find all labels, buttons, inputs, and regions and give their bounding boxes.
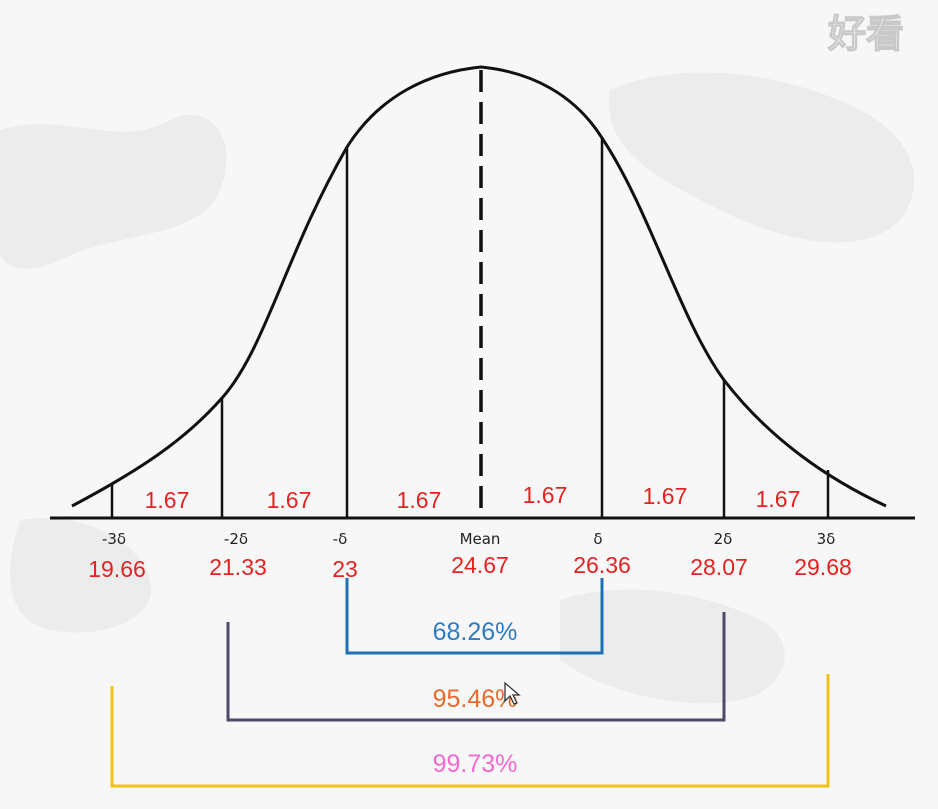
- interval-label-1: 1.67: [145, 487, 190, 513]
- sigma-label-plus-3: 3δ: [817, 530, 836, 548]
- mean-label: Mean: [460, 530, 501, 548]
- percent-95: 95.46%: [433, 685, 518, 713]
- interval-label-2: 1.67: [267, 487, 312, 513]
- sigma-label-plus-1: δ: [593, 530, 602, 548]
- value-plus-3-sigma: 29.68: [794, 554, 852, 580]
- bracket-68: [345, 578, 604, 655]
- interval-label-5: 1.67: [643, 483, 688, 509]
- percent-99: 99.73%: [433, 750, 518, 778]
- value-minus-3-sigma: 19.66: [88, 556, 146, 582]
- value-plus-2-sigma: 28.07: [690, 554, 748, 580]
- bracket-99: [110, 674, 830, 788]
- value-plus-1-sigma: 26.36: [573, 552, 631, 578]
- sigma-label-minus-1: -δ: [333, 530, 348, 548]
- sigma-label-minus-3: -3δ: [102, 530, 126, 548]
- interval-label-3: 1.67: [397, 487, 442, 513]
- value-minus-1-sigma: 23: [332, 556, 358, 582]
- value-mean: 24.67: [451, 552, 509, 578]
- sigma-label-minus-2: -2δ: [224, 530, 248, 548]
- cursor-icon: [504, 681, 521, 705]
- interval-label-6: 1.67: [756, 486, 801, 512]
- watermark-text: 好看: [827, 12, 904, 56]
- percent-68: 68.26%: [433, 618, 518, 646]
- background-map: [0, 72, 915, 704]
- bracket-95: [226, 612, 726, 722]
- value-minus-2-sigma: 21.33: [209, 554, 267, 580]
- interval-label-4: 1.67: [523, 482, 568, 508]
- sigma-label-plus-2: 2δ: [714, 530, 733, 548]
